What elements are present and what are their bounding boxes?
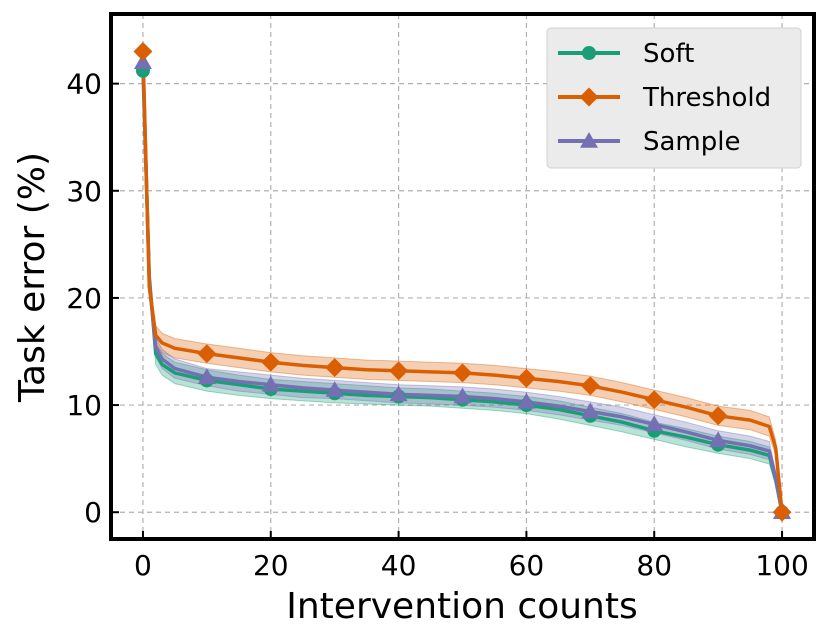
x-tick-label-20: 20 [253,549,289,582]
axis-ticks: 0 20 40 60 80 100 0 10 20 30 40 [66,68,808,582]
x-tick-label-40: 40 [381,549,417,582]
marker-threshold-20 [261,352,281,372]
y-tick-label-10: 10 [66,389,102,422]
legend-marker-threshold [579,87,599,107]
y-tick-label-30: 30 [66,175,102,208]
y-tick-label-20: 20 [66,282,102,315]
marker-threshold-40 [389,361,409,381]
marker-sample-20 [261,375,280,392]
marker-threshold-100 [772,502,792,522]
marker-sample-80 [645,415,664,432]
marker-sample-40 [389,385,408,402]
marker-sample-90 [709,431,728,448]
marker-threshold-80 [644,390,664,410]
y-axis-label: Task error (%) [12,152,53,403]
marker-sample-0 [133,53,152,69]
legend: Soft Threshold Sample [546,27,802,169]
x-tick-label-100: 100 [755,549,808,582]
x-axis-label: Intervention counts [286,586,638,627]
legend-marker-sample [580,132,598,148]
marker-threshold-50 [453,363,472,383]
legend-marker-soft [581,45,597,61]
legend-label-soft: Soft [643,39,694,69]
legend-box [546,27,802,169]
legend-label-sample: Sample [643,127,741,157]
line-sample [141,62,784,513]
plot-frame [109,12,816,541]
marker-threshold-90 [708,406,728,426]
marker-sample-60 [517,392,536,409]
marker-sample-70 [581,402,600,419]
x-tick-label-60: 60 [509,549,545,582]
y-tick-label-40: 40 [66,68,102,101]
marker-sample-10 [197,368,216,384]
legend-label-threshold: Threshold [642,83,771,113]
marker-threshold-10 [197,344,217,364]
marker-threshold-60 [516,368,536,388]
marker-sample-50 [453,387,472,404]
marker-threshold-30 [325,358,345,378]
x-tick-label-80: 80 [636,549,672,582]
x-tick-label-0: 0 [134,549,152,582]
marker-sample-30 [325,381,344,397]
marker-threshold-70 [580,376,600,396]
y-tick-label-0: 0 [84,496,102,529]
marker-threshold-0 [133,42,153,61]
series-markers [133,42,792,522]
